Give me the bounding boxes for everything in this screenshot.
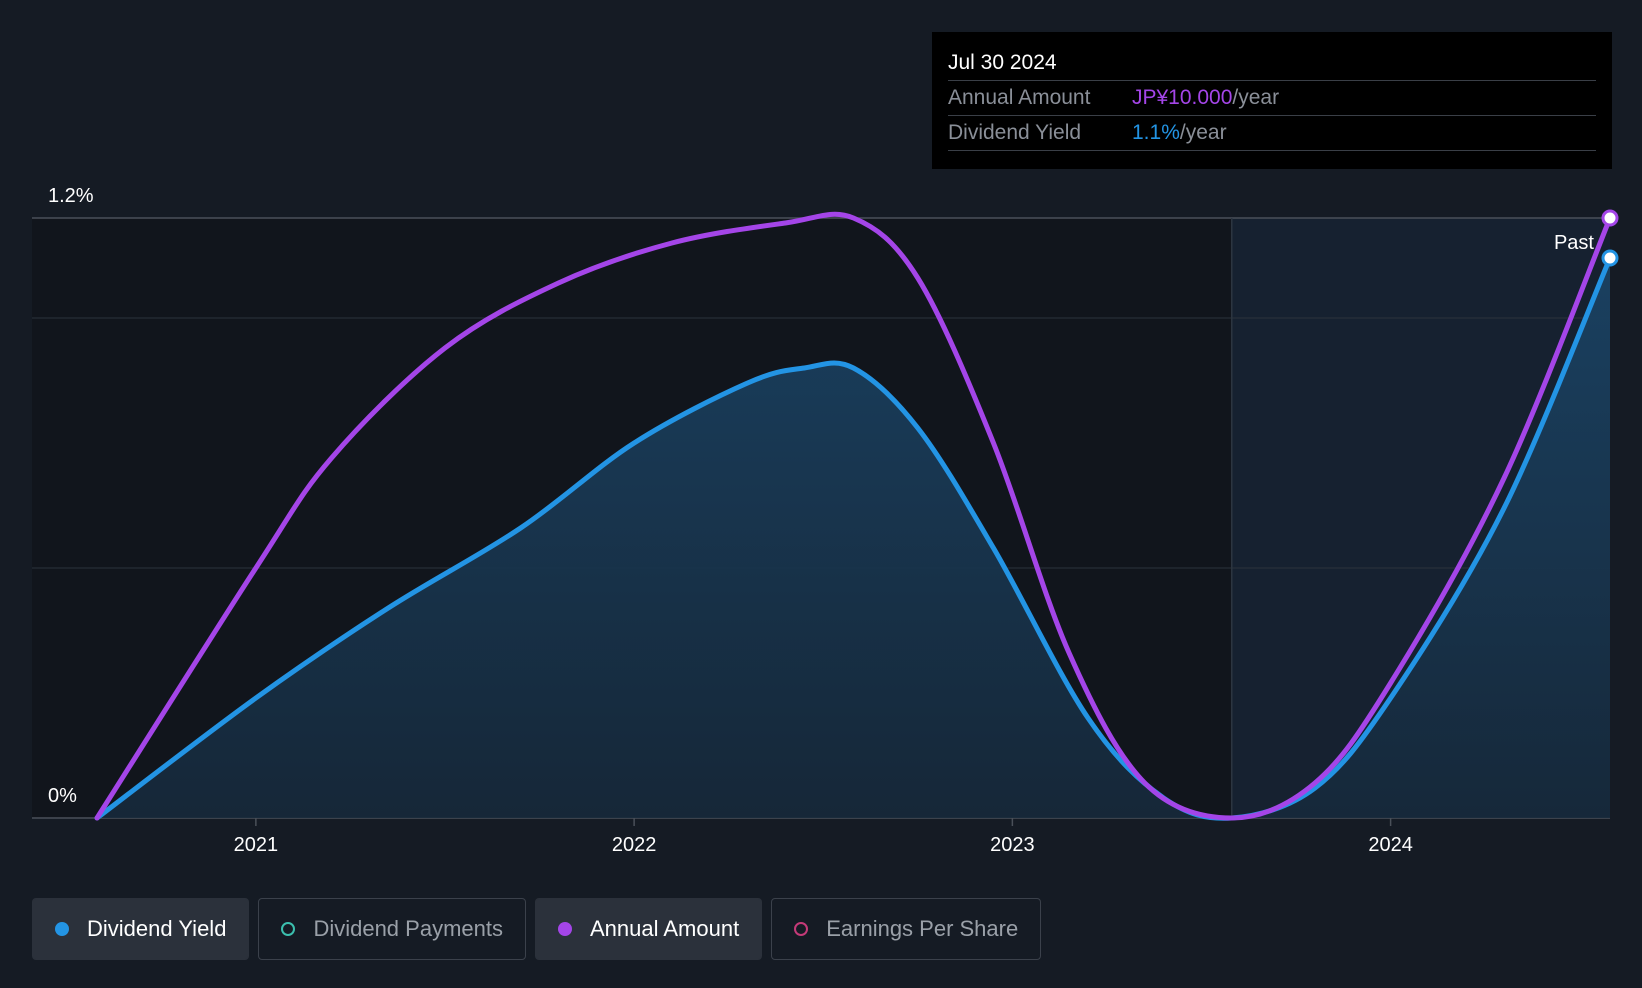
x-tick-label: 2021 xyxy=(234,834,279,856)
legend-label: Earnings Per Share xyxy=(826,916,1019,941)
dividend-yield-line xyxy=(94,255,1613,821)
legend-earnings-per-share[interactable]: Earnings Per Share xyxy=(771,898,1042,960)
past-label: Past xyxy=(1554,232,1594,254)
tooltip: Jul 30 2024 Annual Amount JP¥10.000 /yea… xyxy=(932,32,1612,169)
dot-icon xyxy=(55,922,69,936)
dot-icon xyxy=(557,922,572,936)
x-tick-label: 2024 xyxy=(1368,834,1413,856)
annual-amount-end-marker xyxy=(1601,209,1619,227)
dividend-yield-end-marker xyxy=(1601,249,1619,267)
legend-label: Dividend Payments xyxy=(313,916,503,941)
ring-icon xyxy=(794,922,809,936)
x-tick-label: 2023 xyxy=(990,834,1035,856)
tooltip-label: Annual Amount xyxy=(948,86,1091,109)
legend-dividend-payments[interactable]: Dividend Payments xyxy=(258,898,526,960)
x-axis-ticks: 2021 2022 2023 2024 xyxy=(234,818,1413,856)
ring-icon xyxy=(281,922,296,936)
legend-dividend-yield[interactable]: Dividend Yield xyxy=(32,898,250,960)
legend-annual-amount[interactable]: Annual Amount xyxy=(534,898,763,960)
legend-label: Dividend Yield xyxy=(87,916,227,941)
tooltip-row-annual-amount: Annual Amount JP¥10.000 /year xyxy=(948,80,1596,115)
y-axis-max-label: 1.2% xyxy=(48,185,94,207)
tooltip-unit: /year xyxy=(1179,121,1227,144)
dividend-yield-area xyxy=(97,258,1610,819)
tooltip-value: JP¥10.000 xyxy=(1132,86,1233,109)
y-axis-min-label: 0% xyxy=(48,785,77,807)
tooltip-unit: /year xyxy=(1232,86,1280,109)
tooltip-date: Jul 30 2024 xyxy=(948,51,1057,74)
dividend-chart: 2021 2022 2023 2024 1.2% 0% Past xyxy=(32,185,1619,856)
legend-label: Annual Amount xyxy=(589,916,740,941)
legend: Dividend Yield Dividend Payments Annual … xyxy=(32,898,1042,960)
tooltip-row-dividend-yield: Dividend Yield 1.1% /year xyxy=(948,115,1596,151)
annual-amount-line xyxy=(94,211,1613,821)
tooltip-value: 1.1% xyxy=(1132,121,1180,144)
tooltip-label: Dividend Yield xyxy=(948,121,1082,144)
x-tick-label: 2022 xyxy=(612,834,657,856)
